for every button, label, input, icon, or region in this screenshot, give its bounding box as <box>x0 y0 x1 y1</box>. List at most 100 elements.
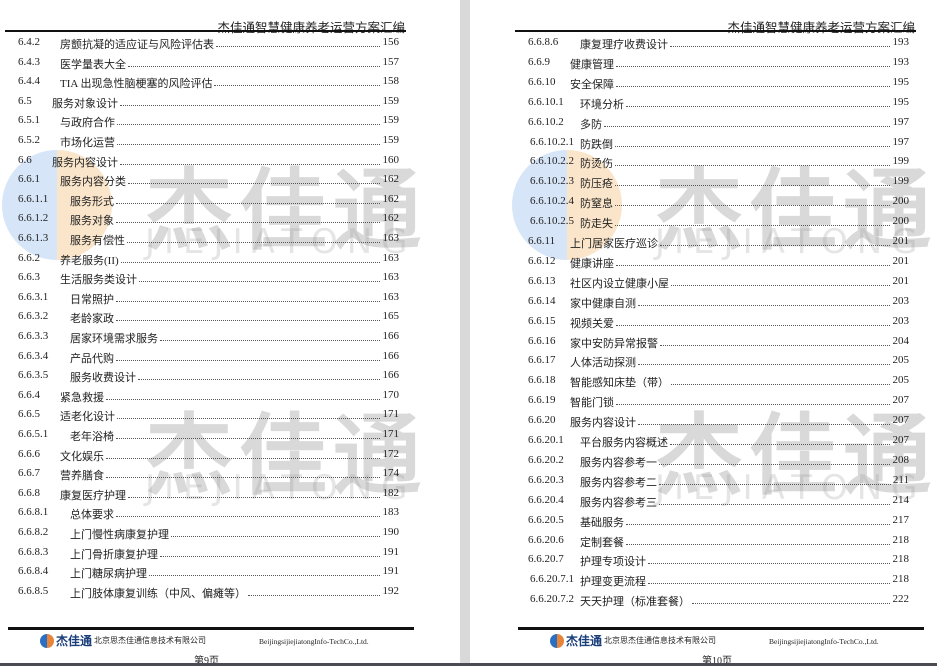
toc-entry[interactable]: 6.6.12 健康讲座 201 <box>528 253 909 271</box>
toc-entry[interactable]: 6.4.4 TIA 出现急性脑梗塞的风险评估 158 <box>18 73 399 91</box>
toc-entry[interactable]: 6.5.2 市场化运营 159 <box>18 132 399 150</box>
toc-entry-page: 191 <box>382 545 400 558</box>
toc-entry-title: 上门慢性病康复护理 <box>70 529 169 541</box>
toc-entry[interactable]: 6.6.6 文化娱乐 172 <box>18 446 399 464</box>
toc-entry-number: 6.6.10.2.1 <box>530 135 574 148</box>
toc-entry[interactable]: 6.6.20.6 定制套餐 218 <box>528 532 909 550</box>
toc-entry[interactable]: 6.4.2 房颤抗凝的适应证与风险评估表 156 <box>18 34 399 52</box>
company-logo-icon <box>40 633 54 648</box>
toc-entry-number: 6.6.10.2.2 <box>530 155 574 168</box>
toc-entry[interactable]: 6.6.13 社区内设立健康小屋 201 <box>528 273 909 291</box>
toc-entry-title: 医学量表大全 <box>60 58 126 71</box>
toc-entry-number: 6.6.10.2.4 <box>530 195 574 208</box>
page-gap <box>460 0 470 666</box>
dot-leader <box>671 373 890 386</box>
document-page-10: 杰佳通智慧健康养老运营方案汇编 杰佳通 JIEJIATONG 杰佳通 JIEJI… <box>470 0 937 663</box>
toc-entry-page: 197 <box>892 115 910 128</box>
dot-leader <box>659 453 890 465</box>
toc-entry-page: 160 <box>382 153 400 166</box>
toc-entry[interactable]: 6.6.4 紧急救援 170 <box>18 387 399 405</box>
toc-entry[interactable]: 6.6.17 人体活动探测 205 <box>528 352 909 370</box>
toc-entry[interactable]: 6.6.14 家中健康自测 203 <box>528 293 909 311</box>
toc-entry-number: 6.6.8.6 <box>528 36 559 48</box>
toc-entry[interactable]: 6.6.8.3 上门骨折康复护理 191 <box>18 544 399 562</box>
toc-entry-page: 207 <box>892 414 910 427</box>
toc-entry[interactable]: 6.6.19 智能门锁 207 <box>528 392 909 410</box>
dot-leader <box>116 505 380 518</box>
toc-entry[interactable]: 6.6.10.2.3 防压疮 199 <box>528 173 909 191</box>
toc-entry-title: 服务内容参考三 <box>580 496 657 509</box>
toc-entry[interactable]: 6.6.10.2.2 防烫伤 199 <box>528 153 909 171</box>
dot-leader <box>116 309 380 322</box>
toc-entry[interactable]: 6.6.3.3 居家环境需求服务 166 <box>18 328 399 346</box>
toc-entry-page: 170 <box>382 388 400 401</box>
toc-entry[interactable]: 6.6.1.2 服务对象 162 <box>18 210 399 228</box>
toc-entry[interactable]: 6.6.8 康复医疗护理 182 <box>18 485 399 503</box>
toc-entry[interactable]: 6.6.3.5 服务收费设计 166 <box>18 367 399 385</box>
toc-entry-title: 服务内容分类 <box>60 176 126 189</box>
toc-entry-page: 203 <box>892 314 910 327</box>
toc-entry-page: 200 <box>892 215 910 228</box>
dot-leader <box>626 95 890 107</box>
toc-entry[interactable]: 6.6.8.4 上门糖尿病护理 191 <box>18 563 399 581</box>
toc-entry[interactable]: 6.6.20.3 服务内容参考二 211 <box>528 472 909 490</box>
toc-entry[interactable]: 6.6.3.1 日常照护 163 <box>18 289 399 307</box>
toc-entry[interactable]: 6.6.10.2.5 防走失 200 <box>528 213 909 231</box>
footer-logo: 杰佳通 北京思杰佳通信息技术有限公司 <box>40 632 206 649</box>
toc-entry[interactable]: 6.6.20.2 服务内容参考一 208 <box>528 452 909 470</box>
toc-entry[interactable]: 6.6.1 服务内容分类 162 <box>18 171 399 189</box>
dot-leader <box>670 35 890 47</box>
toc-entry[interactable]: 6.6.8.1 总体要求 183 <box>18 504 399 522</box>
toc-entry[interactable]: 6.6.20 服务内容设计 207 <box>528 412 909 430</box>
toc-entry[interactable]: 6.6.9 健康管理 193 <box>528 54 909 72</box>
toc-entry[interactable]: 6.6.1.1 服务形式 162 <box>18 191 399 209</box>
toc-entry[interactable]: 6.6.3.4 产品代购 166 <box>18 348 399 366</box>
page-number: 第10页 <box>702 656 732 663</box>
toc-entry[interactable]: 6.6.5.1 老年浴椅 171 <box>18 426 399 444</box>
toc-entry[interactable]: 6.6.10.2 多防 197 <box>528 114 909 132</box>
toc-entry-number: 6.6.3.2 <box>18 310 49 323</box>
toc-entry[interactable]: 6.6.20.7 护理专项设计 218 <box>528 551 909 569</box>
toc-entry[interactable]: 6.6.10.2.1 防跌倒 197 <box>528 134 909 152</box>
toc-entry-number: 6.6.1.2 <box>18 212 49 225</box>
toc-entry[interactable]: 6.6.10.1 环境分析 195 <box>528 94 909 112</box>
toc-entry-title: 多防 <box>580 118 602 131</box>
footer-company: 北京思杰佳通信息技术有限公司 <box>604 636 717 645</box>
toc-entry[interactable]: 6.6.20.5 基础服务 217 <box>528 512 909 530</box>
toc-entry[interactable]: 6.5.1 与政府合作 159 <box>18 112 399 130</box>
toc-entry[interactable]: 6.5 服务对象设计 159 <box>18 93 399 111</box>
toc-entry[interactable]: 6.6.18 智能感知床垫（带） 205 <box>528 372 909 390</box>
toc-entry[interactable]: 6.6.16 家中安防异常报警 204 <box>528 333 909 351</box>
toc-entry[interactable]: 6.6.11 上门居家医疗巡诊 201 <box>528 233 909 251</box>
toc-entry[interactable]: 6.6.3.2 老龄家政 165 <box>18 308 399 326</box>
toc-entry-number: 6.6.20.2 <box>528 453 564 466</box>
toc-entry-number: 6.6.13 <box>528 274 556 287</box>
toc-entry[interactable]: 6.6.5 适老化设计 171 <box>18 406 399 424</box>
toc-entry[interactable]: 6.6.3 生活服务类设计 163 <box>18 269 399 287</box>
toc-entry[interactable]: 6.6.20.7.1 护理变更流程 218 <box>528 571 909 589</box>
toc-entry[interactable]: 6.6.8.2 上门慢性病康复护理 190 <box>18 524 399 542</box>
toc-entry[interactable]: 6.6 服务内容设计 160 <box>18 152 399 170</box>
toc-entry[interactable]: 6.6.20.4 服务内容参考三 214 <box>528 492 909 510</box>
toc-entry-title: 老龄家政 <box>70 313 114 326</box>
toc-entry[interactable]: 6.6.8.6 康复理疗收费设计 193 <box>528 34 909 52</box>
toc-entry-number: 6.6.10 <box>528 75 556 88</box>
footer-rule <box>518 627 924 630</box>
toc-entry-page: 201 <box>892 235 910 247</box>
toc-entry-number: 6.6.18 <box>528 374 556 387</box>
toc-entry[interactable]: 6.6.10 安全保障 195 <box>528 74 909 92</box>
toc-entry[interactable]: 6.6.20.7.2 天天护理（标准套餐） 222 <box>528 591 909 609</box>
toc-entry[interactable]: 6.4.3 医学量表大全 157 <box>18 54 399 72</box>
toc-entry[interactable]: 6.6.2 养老服务(II) 163 <box>18 250 399 268</box>
toc-entry[interactable]: 6.6.15 视频关爱 203 <box>528 313 909 331</box>
toc-entry[interactable]: 6.6.1.3 服务有偿性 163 <box>18 230 399 248</box>
dot-leader <box>116 290 380 302</box>
toc-entry[interactable]: 6.6.8.5 上门肢体康复训练（中风、偏瘫等） 192 <box>18 583 399 601</box>
toc-entry-title: 居家环境需求服务 <box>70 333 158 345</box>
toc-entry[interactable]: 6.6.10.2.4 防窒息 200 <box>528 193 909 211</box>
toc-entry-title: 定制套餐 <box>580 536 624 549</box>
toc-entry[interactable]: 6.6.7 营养膳食 174 <box>18 465 399 483</box>
toc-entry-title: 生活服务类设计 <box>60 274 137 287</box>
toc-entry[interactable]: 6.6.20.1 平台服务内容概述 207 <box>528 432 909 450</box>
toc-entry-page: 217 <box>892 513 910 526</box>
